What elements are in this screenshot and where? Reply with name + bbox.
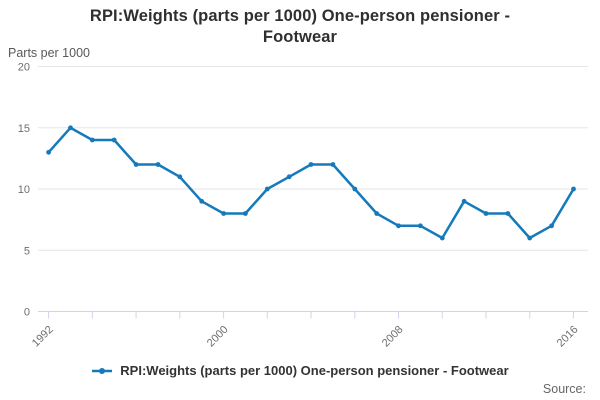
x-tick-label: 2008 xyxy=(380,324,406,350)
x-tick-label: 2000 xyxy=(205,324,231,350)
data-point-1994 xyxy=(89,137,95,143)
y-tick-label: 10 xyxy=(18,184,30,196)
data-point-2011 xyxy=(461,198,467,204)
data-point-2016 xyxy=(571,186,576,192)
data-point-1995 xyxy=(111,137,117,143)
x-tick-label: 2016 xyxy=(555,324,581,350)
data-point-2006 xyxy=(352,186,358,192)
y-tick-label: 20 xyxy=(18,62,30,74)
data-point-2012 xyxy=(483,211,489,216)
data-point-1998 xyxy=(177,174,183,180)
series-line xyxy=(47,126,575,240)
legend-label: RPI:Weights (parts per 1000) One-person … xyxy=(120,363,509,378)
x-tick-label: 1992 xyxy=(30,324,56,350)
chart-title-line2: Footwear xyxy=(262,28,338,46)
data-point-1992 xyxy=(46,149,51,155)
data-point-2015 xyxy=(549,223,554,229)
data-point-2013 xyxy=(505,211,511,216)
source-label: Source: xyxy=(542,382,586,396)
data-point-2014 xyxy=(527,235,533,241)
chart-title: RPI:Weights (parts per 1000) One-person … xyxy=(0,6,600,48)
y-tick-label: 0 xyxy=(24,307,30,319)
data-point-2002 xyxy=(264,186,270,192)
data-point-2000 xyxy=(221,211,227,216)
chart-title-line1: RPI:Weights (parts per 1000) One-person … xyxy=(89,7,511,25)
data-point-1996 xyxy=(133,162,139,167)
data-point-1997 xyxy=(155,162,161,167)
data-point-2003 xyxy=(286,174,292,180)
y-tick-label: 5 xyxy=(24,245,30,257)
data-point-2004 xyxy=(308,162,314,167)
data-point-2005 xyxy=(330,162,336,167)
y-axis-title: Parts per 1000 xyxy=(8,46,90,60)
data-point-2009 xyxy=(418,223,423,229)
y-tick-label: 15 xyxy=(18,123,30,135)
data-point-2008 xyxy=(396,223,401,229)
legend-line-marker-icon xyxy=(92,367,113,374)
data-point-2010 xyxy=(439,235,445,241)
data-point-1993 xyxy=(68,125,73,131)
data-point-1999 xyxy=(199,198,205,204)
legend-item[interactable]: RPI:Weights (parts per 1000) One-person … xyxy=(0,363,600,378)
data-point-2007 xyxy=(374,211,380,216)
data-point-2001 xyxy=(243,211,248,216)
legend-marker-dot xyxy=(99,367,106,374)
